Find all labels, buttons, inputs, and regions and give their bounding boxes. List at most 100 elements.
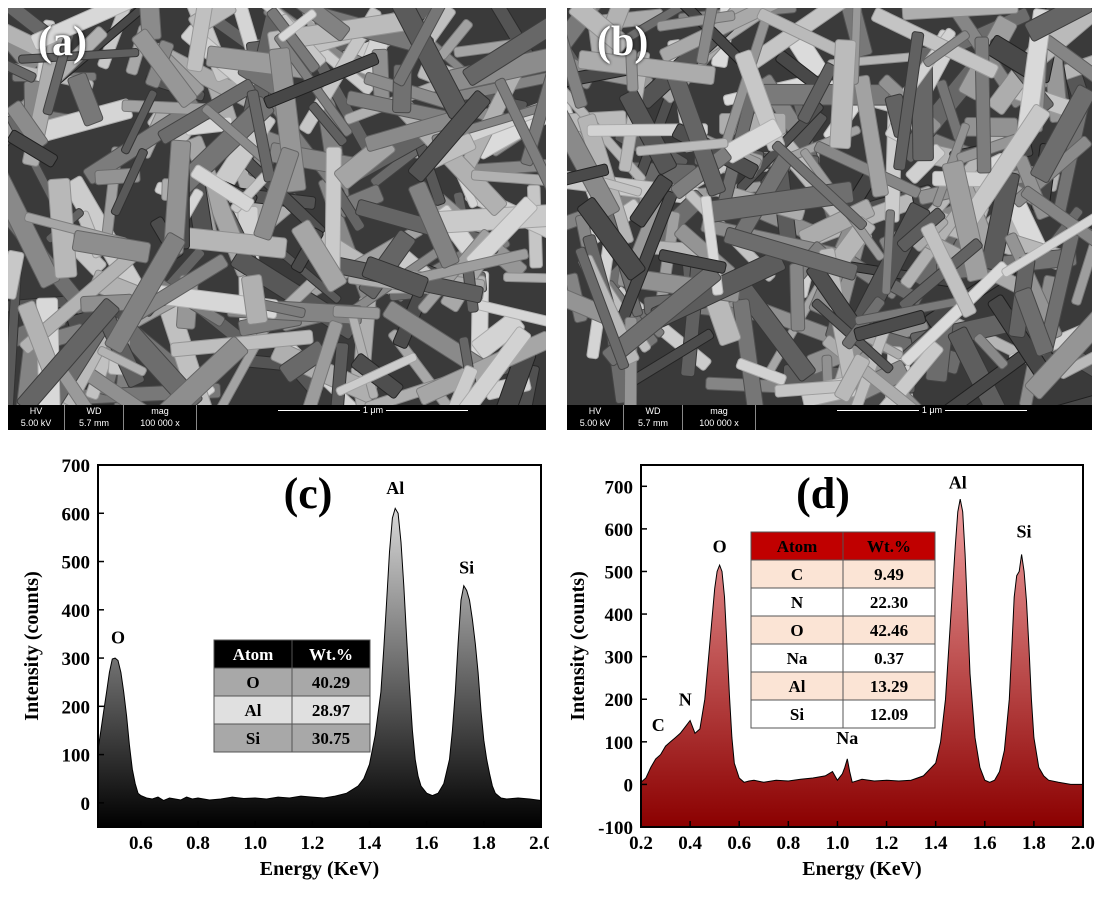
crystal-rod bbox=[797, 62, 838, 124]
x-tick-label: 1.2 bbox=[300, 833, 324, 854]
crystal-rod bbox=[853, 310, 927, 342]
crystal-rod bbox=[437, 326, 532, 405]
y-tick-label: 0 bbox=[81, 794, 91, 815]
crystal-rod bbox=[97, 345, 147, 377]
x-tick-label: 1.0 bbox=[826, 833, 850, 854]
crystal-rod bbox=[503, 272, 546, 284]
crystal-rod bbox=[1071, 239, 1092, 306]
y-tick-label: 0 bbox=[624, 775, 634, 796]
table-cell bbox=[842, 643, 936, 673]
crystal-rod bbox=[1024, 8, 1092, 42]
wd-label: WD bbox=[645, 406, 661, 416]
y-axis-label: Intensity (counts) bbox=[567, 571, 589, 720]
sem-micrograph-a bbox=[8, 8, 546, 405]
crystal-rod bbox=[853, 74, 889, 198]
table-cell-text: 13.29 bbox=[870, 677, 908, 696]
x-tick-label: 0.4 bbox=[678, 833, 702, 854]
y-tick-label: 100 bbox=[62, 746, 91, 767]
table-cell-text: 12.09 bbox=[870, 705, 908, 724]
x-tick-label: 0.2 bbox=[629, 833, 653, 854]
table-cell-text: 9.49 bbox=[874, 565, 904, 584]
crystal-rod bbox=[920, 222, 977, 318]
crystal-rod bbox=[567, 102, 620, 219]
table-cell bbox=[842, 559, 936, 589]
crystal-rod bbox=[30, 8, 151, 51]
eds-chart-d: 0.2 0.4 0.6 0.8 1.0 1.2 1.4 1.6 1.8 2.0 -100 0 100 20… bbox=[567, 464, 1095, 880]
table-cell bbox=[750, 699, 844, 729]
y-tick-label: 600 bbox=[605, 520, 634, 541]
x-tick-label: 1.8 bbox=[472, 833, 496, 854]
crystal-rod bbox=[408, 90, 491, 183]
crystal-rod bbox=[8, 52, 37, 83]
peak-label: C bbox=[652, 715, 665, 735]
table-cell-text: O bbox=[790, 621, 803, 640]
panel-label: (d) bbox=[796, 469, 850, 518]
y-tick-label: 500 bbox=[605, 562, 634, 583]
panel-label-a: (a) bbox=[38, 19, 87, 65]
table-cell bbox=[291, 667, 371, 697]
table-cell-text: 28.97 bbox=[312, 701, 351, 720]
y-tick-label: 700 bbox=[62, 456, 91, 477]
composition-table: Atom Wt.% C 9.49 N 22.30 O 42.46 Na 0.37 Al 13.29 Si… bbox=[750, 531, 936, 729]
spectrum-area bbox=[98, 508, 541, 827]
x-tick-label: 1.6 bbox=[973, 833, 997, 854]
crystal-rod bbox=[1024, 293, 1092, 400]
hv-value: 5.00 kV bbox=[20, 418, 52, 428]
y-tick-label: 300 bbox=[62, 649, 91, 670]
sem-image-b: (b) HV 5.00 kV WD 5.7 mm mag 100 000 x 1 μm bbox=[567, 8, 1092, 430]
eds-chart-c: 0.6 0.8 1.0 1.2 1.4 1.6 1.8 2.0 0 100 200 300 400 500… bbox=[21, 456, 549, 880]
table-cell-text: Al bbox=[245, 701, 262, 720]
y-tick-label: 600 bbox=[62, 504, 91, 525]
table-cell-text: 30.75 bbox=[312, 729, 350, 748]
crystal-rod bbox=[335, 352, 418, 396]
crystal-rod bbox=[881, 209, 896, 295]
table-cell bbox=[842, 615, 936, 645]
y-tick-label: 300 bbox=[605, 648, 634, 669]
table-cell-text: 42.46 bbox=[870, 621, 908, 640]
crystal-rod bbox=[658, 249, 727, 274]
crystal-rod bbox=[574, 246, 630, 371]
crystal-rod bbox=[308, 101, 348, 147]
peak-label: Al bbox=[949, 472, 967, 492]
crystal-rod bbox=[901, 8, 1019, 21]
table-cell bbox=[291, 723, 371, 753]
table-header-text: Atom bbox=[777, 537, 818, 556]
crystal-rod bbox=[388, 329, 466, 405]
table-cell-text: Si bbox=[246, 729, 260, 748]
crystal-rod bbox=[332, 305, 381, 320]
scale-bar-a: 1 μm bbox=[278, 405, 468, 430]
peak-label: N bbox=[679, 690, 692, 710]
table-cell bbox=[213, 723, 293, 753]
crystal-rod bbox=[893, 31, 925, 171]
crystal-rod bbox=[789, 262, 806, 332]
y-tick-label: 700 bbox=[605, 477, 634, 498]
table-cell-text: Na bbox=[787, 649, 808, 668]
peak-label: O bbox=[111, 628, 125, 648]
table-cell bbox=[842, 587, 936, 617]
table-header-cell bbox=[750, 531, 844, 561]
crystal-rod bbox=[110, 148, 148, 217]
crystal-rod bbox=[1030, 84, 1092, 183]
table-header-cell bbox=[291, 639, 371, 669]
sem-micrograph-b bbox=[567, 8, 1092, 405]
plot-frame bbox=[640, 464, 1084, 828]
crystal-rod bbox=[18, 47, 140, 64]
x-tick-label: 0.6 bbox=[727, 833, 751, 854]
y-tick-label: 100 bbox=[605, 733, 634, 754]
crystal-rod bbox=[923, 30, 970, 68]
crystal-rod bbox=[494, 77, 546, 212]
x-axis-label: Energy (KeV) bbox=[260, 858, 379, 880]
table-cell-text: Si bbox=[790, 705, 804, 724]
crystal-rod bbox=[696, 8, 723, 65]
crystal-rod bbox=[462, 12, 546, 86]
crystal-rod bbox=[834, 353, 870, 403]
table-cell bbox=[750, 615, 844, 645]
crystal-rod bbox=[291, 219, 347, 293]
scale-bar-label: 1 μm bbox=[278, 405, 468, 415]
crystal-rod bbox=[67, 72, 104, 127]
table-cell-text: 40.29 bbox=[312, 673, 350, 692]
crystal-rod bbox=[8, 250, 25, 300]
wd-value: 5.7 mm bbox=[78, 418, 109, 428]
scale-bar-b: 1 μm bbox=[837, 405, 1027, 430]
crystal-rod bbox=[129, 336, 249, 405]
